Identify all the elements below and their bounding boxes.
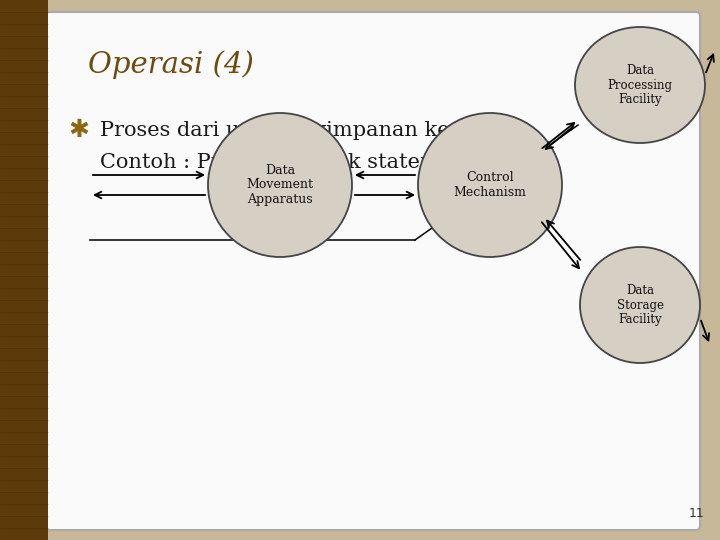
Text: Operasi (4): Operasi (4) [88,50,254,79]
Text: 11: 11 [688,507,704,520]
Text: Control
Mechanism: Control Mechanism [454,171,526,199]
Text: Data
Processing
Facility: Data Processing Facility [608,64,672,106]
Text: Proses dari unit penyimpanan ke I/O: Proses dari unit penyimpanan ke I/O [100,120,488,139]
Bar [0,0,48,540]
Text: Data
Movement
Apparatus: Data Movement Apparatus [246,164,313,206]
Text: Contoh : Printing a bank statement: Contoh : Printing a bank statement [100,152,474,172]
Text: Data
Storage
Facility: Data Storage Facility [616,284,664,327]
FancyBboxPatch shape [44,12,700,530]
Ellipse shape [575,27,705,143]
Ellipse shape [418,113,562,257]
Ellipse shape [208,113,352,257]
Text: ✱: ✱ [68,118,89,142]
Ellipse shape [580,247,700,363]
